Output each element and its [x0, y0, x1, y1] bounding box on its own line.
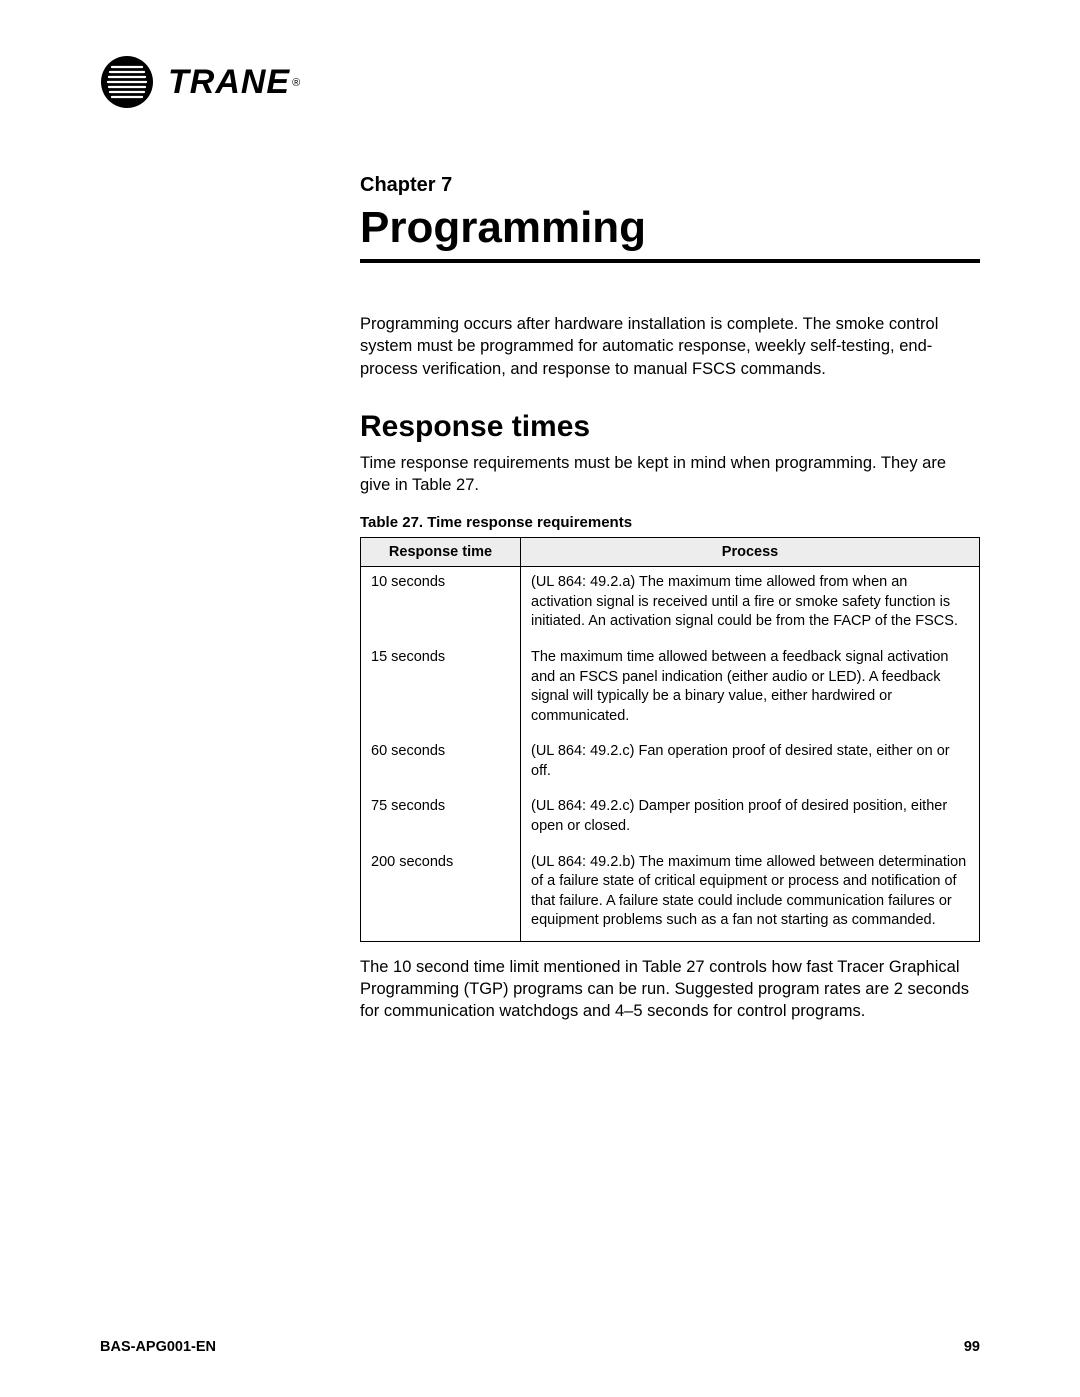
table-row: 15 seconds The maximum time allowed betw… — [361, 642, 980, 736]
chapter-title: Programming — [360, 203, 980, 253]
content-column: Chapter 7 Programming Programming occurs… — [360, 174, 980, 1023]
intro-paragraph: Programming occurs after hardware instal… — [360, 313, 980, 380]
cell-process: (UL 864: 49.2.c) Fan operation proof of … — [521, 736, 980, 791]
trane-logo-icon — [100, 55, 154, 109]
title-rule — [360, 259, 980, 263]
footer-doc-id: BAS-APG001-EN — [100, 1339, 216, 1355]
cell-process: (UL 864: 49.2.a) The maximum time allowe… — [521, 567, 980, 642]
cell-process: (UL 864: 49.2.b) The maximum time allowe… — [521, 847, 980, 942]
page-footer: BAS-APG001-EN 99 — [100, 1339, 980, 1355]
brand-text: TRANE — [168, 63, 290, 101]
cell-time: 10 seconds — [361, 567, 521, 642]
section-heading: Response times — [360, 410, 980, 444]
table-caption: Table 27. Time response requirements — [360, 514, 980, 531]
col-header-process: Process — [521, 538, 980, 567]
cell-time: 60 seconds — [361, 736, 521, 791]
after-table-paragraph: The 10 second time limit mentioned in Ta… — [360, 956, 980, 1023]
table-row: 60 seconds (UL 864: 49.2.c) Fan operatio… — [361, 736, 980, 791]
col-header-time: Response time — [361, 538, 521, 567]
brand-header: TRANE® — [100, 55, 980, 109]
table-row: 75 seconds (UL 864: 49.2.c) Damper posit… — [361, 791, 980, 846]
footer-page-number: 99 — [964, 1339, 980, 1355]
page: TRANE® Chapter 7 Programming Programming… — [0, 0, 1080, 1023]
cell-process: (UL 864: 49.2.c) Damper position proof o… — [521, 791, 980, 846]
registered-mark: ® — [292, 77, 300, 89]
cell-process: The maximum time allowed between a feedb… — [521, 642, 980, 736]
brand-name: TRANE® — [168, 63, 300, 102]
table-row: 10 seconds (UL 864: 49.2.a) The maximum … — [361, 567, 980, 642]
chapter-label: Chapter 7 — [360, 174, 980, 197]
cell-time: 200 seconds — [361, 847, 521, 942]
cell-time: 75 seconds — [361, 791, 521, 846]
section-lead: Time response requirements must be kept … — [360, 452, 980, 497]
table-header-row: Response time Process — [361, 538, 980, 567]
table-row: 200 seconds (UL 864: 49.2.b) The maximum… — [361, 847, 980, 942]
cell-time: 15 seconds — [361, 642, 521, 736]
response-table: Response time Process 10 seconds (UL 864… — [360, 537, 980, 941]
